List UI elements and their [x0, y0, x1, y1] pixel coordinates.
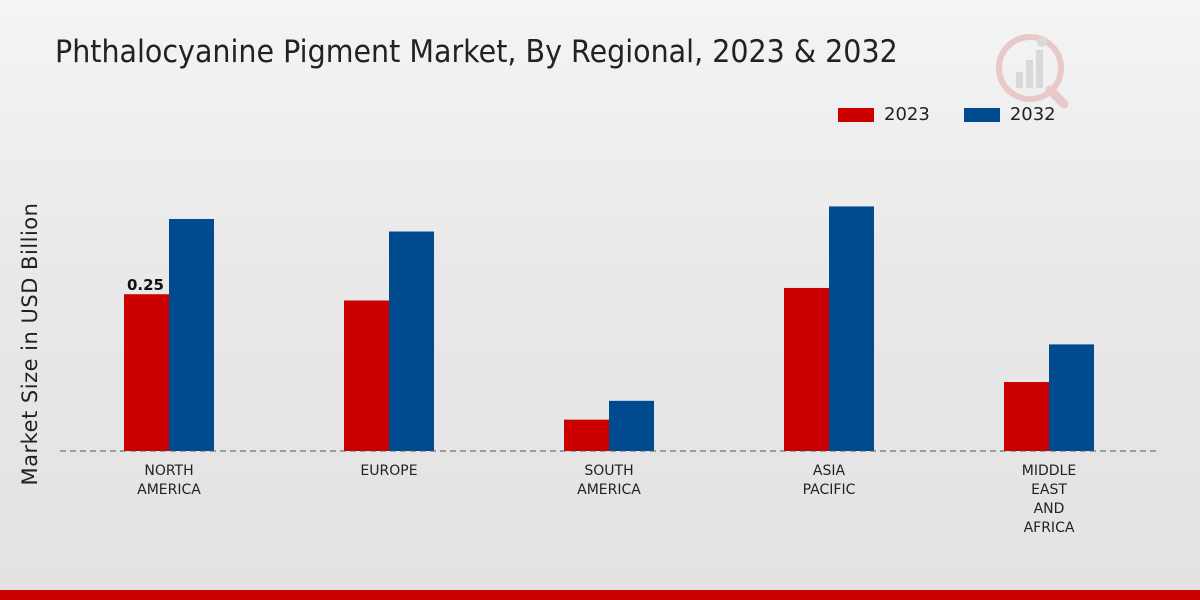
brand-logo-icon [996, 34, 1069, 109]
legend-swatch-2023 [838, 107, 874, 122]
legend-item-2023[interactable]: 2023 [838, 104, 930, 125]
x-tick-label: SOUTH [584, 463, 633, 479]
x-tick-label: EUROPE [360, 463, 417, 479]
x-tick-label: PACIFIC [803, 482, 856, 498]
legend-item-2032[interactable]: 2032 [963, 104, 1056, 125]
bar-2023-1[interactable] [344, 300, 389, 452]
bar-2032-0[interactable] [169, 218, 214, 451]
bar-2023-0[interactable] [124, 294, 169, 451]
bar-2032-4[interactable] [1049, 344, 1094, 451]
bar-2032-3[interactable] [829, 206, 874, 451]
legend: 2023 2032 [838, 104, 1090, 125]
x-tick-label: ASIA [813, 463, 846, 479]
chart-title: Phthalocyanine Pigment Market, By Region… [55, 34, 898, 70]
legend-label-2023: 2023 [884, 104, 930, 125]
legend-swatch-2032 [963, 107, 1000, 122]
x-tick-label: MIDDLE [1022, 463, 1076, 479]
x-tick-label: NORTH [144, 463, 193, 479]
x-tick-label: EAST [1031, 482, 1067, 498]
bar-2023-2[interactable] [564, 419, 609, 451]
x-tick-label: AFRICA [1024, 520, 1075, 536]
x-tick-label: AMERICA [577, 482, 641, 498]
x-tick-label: AND [1034, 501, 1065, 517]
bar-2023-4[interactable] [1004, 382, 1049, 451]
bar-2032-2[interactable] [609, 400, 654, 451]
bar-2032-1[interactable] [389, 231, 434, 451]
legend-label-2032: 2032 [1009, 104, 1056, 125]
bar-2023-3[interactable] [784, 287, 829, 451]
data-label: 0.25 [127, 276, 164, 294]
bottom-accent-bar [0, 590, 1200, 600]
x-tick-label: AMERICA [137, 482, 201, 498]
